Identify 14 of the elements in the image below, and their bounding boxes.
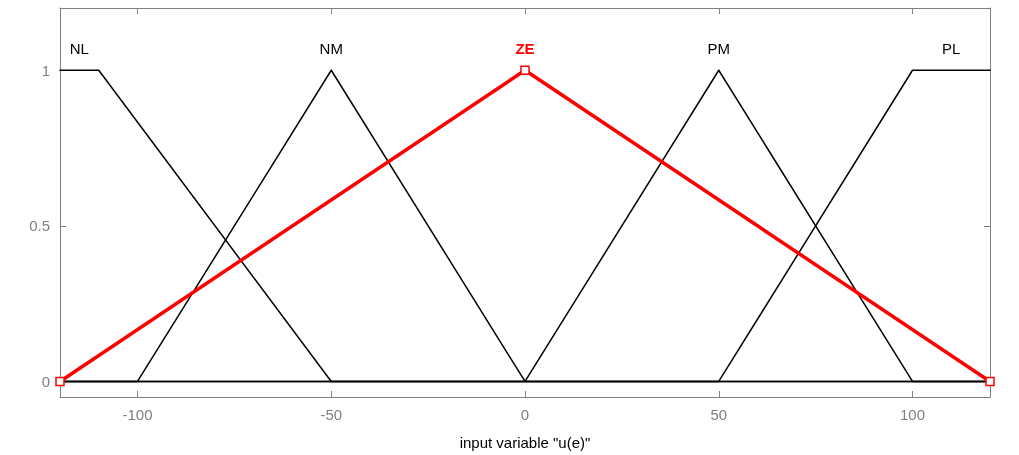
series-label: NL	[69, 40, 89, 58]
series-label: NM	[319, 40, 343, 58]
y-tick-label: 1	[41, 61, 50, 79]
y-tick-label: 0	[41, 372, 50, 390]
x-axis-title: input variable "u(e)"	[459, 434, 591, 451]
x-tick-label: -100	[122, 406, 153, 423]
series-label: ZE	[515, 40, 535, 58]
series-label: PM	[707, 40, 730, 58]
x-tick-label: 0	[520, 406, 530, 423]
y-tick-label: 0.5	[29, 217, 50, 235]
x-tick-label: 100	[899, 406, 926, 423]
x-tick-label: -50	[320, 406, 343, 423]
series-label: PL	[942, 40, 961, 58]
x-tick-label: 50	[710, 406, 728, 423]
